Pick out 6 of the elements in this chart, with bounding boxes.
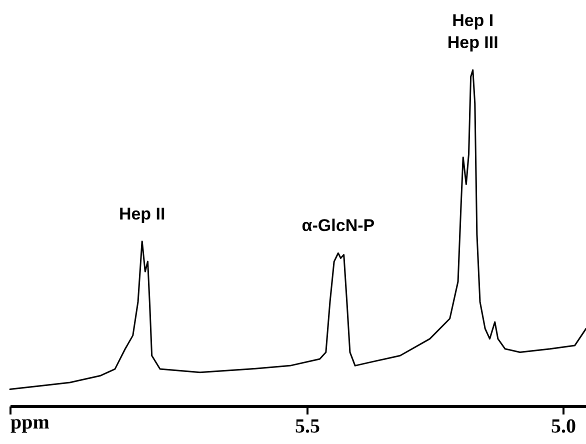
x-axis-title: ppm <box>10 412 50 434</box>
annotation: Hep II <box>118 204 166 224</box>
annotation: Hep I Hep III <box>447 11 498 52</box>
x-tick-label: 5.0 <box>550 416 576 438</box>
x-tick-label: 5.5 <box>294 416 320 438</box>
annotation: α-GlcN-P <box>302 216 375 236</box>
